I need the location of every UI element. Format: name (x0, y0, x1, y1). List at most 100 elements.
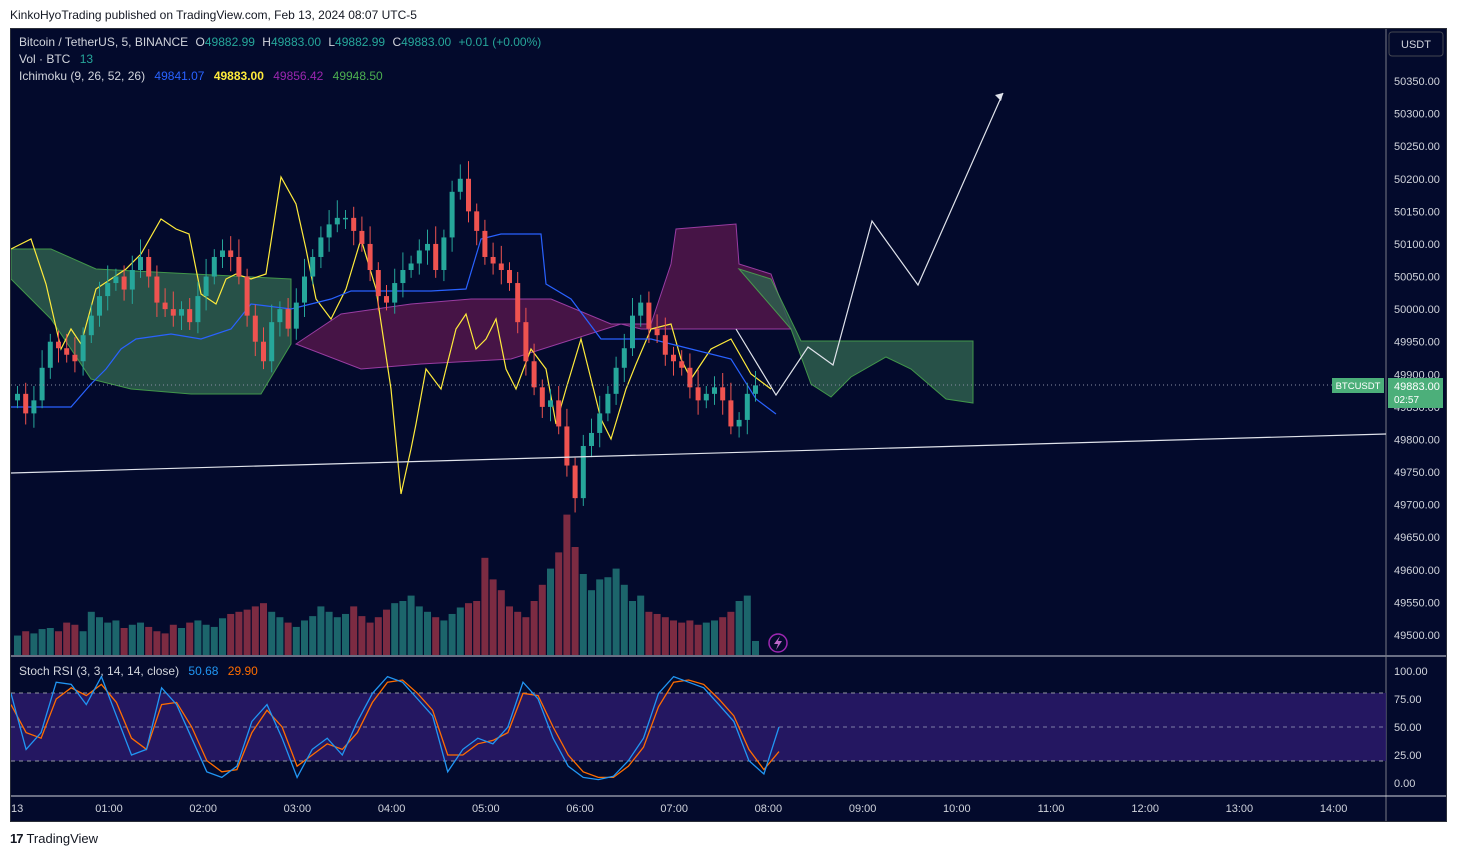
candle-body (425, 243, 430, 251)
candle-body (400, 270, 406, 284)
volume-bar (137, 622, 144, 655)
volume-bar (547, 568, 554, 655)
candle-body (507, 270, 512, 284)
time-tick-label: 08:00 (755, 803, 783, 815)
volume-bar (268, 611, 276, 655)
volume-bar (210, 626, 218, 655)
candle-body (687, 367, 693, 388)
currency-button[interactable] (1388, 31, 1444, 57)
legend-stoch-row[interactable]: Stoch RSI (3, 3, 14, 14, close) 50.68 29… (19, 664, 258, 678)
time-tick-label: 01:00 (95, 803, 123, 815)
candle-body (121, 276, 127, 290)
volume-bar (432, 617, 440, 655)
ichimoku-lines (11, 175, 777, 495)
legend-symbol-row[interactable]: Bitcoin / TetherUS, 5, BINANCE O49882.99… (19, 35, 541, 49)
stoch-tick-label: 100.00 (1394, 666, 1428, 678)
candle-body (523, 322, 529, 362)
candle-body (310, 256, 316, 277)
kijun-line (11, 175, 772, 495)
time-tick-label: 04:00 (378, 803, 406, 815)
stoch-tick-label: 75.00 (1394, 694, 1422, 706)
volume-bar (670, 620, 677, 655)
candle-body (695, 387, 701, 401)
candle-body (630, 315, 635, 349)
projection-path[interactable] (735, 92, 1004, 397)
candle-body (318, 237, 324, 257)
candle-body (753, 385, 758, 394)
candle-body (384, 296, 389, 303)
trendline[interactable] (11, 433, 1387, 474)
legend-symbol: Bitcoin / TetherUS, 5, BINANCE (19, 35, 188, 49)
candle-body (662, 335, 668, 355)
candle-body (605, 393, 611, 414)
volume-bar (514, 611, 522, 655)
volume-bar (301, 620, 308, 655)
volume-bar (325, 611, 333, 655)
time-tick-label: 13 (11, 803, 23, 815)
candle-body (47, 341, 53, 368)
volume-bar (169, 624, 177, 655)
volume-bar (350, 606, 358, 655)
time-tick-label: 05:00 (472, 803, 500, 815)
candle-body (654, 328, 660, 336)
candle-body (466, 178, 471, 212)
volume-bar (579, 574, 587, 655)
candle-body (302, 276, 307, 303)
volume-bar (120, 628, 128, 655)
time-axis[interactable]: 13 01:00 02:00 03:00 04:00 05:00 06:00 07:00 08:… (11, 803, 1347, 815)
candle-body (56, 341, 61, 349)
volume-bar (79, 631, 87, 655)
candle-body (646, 302, 652, 329)
candle-body (220, 250, 225, 257)
currency-label: USDT (1401, 39, 1431, 51)
volume-bar (456, 607, 464, 655)
candle-body (736, 419, 742, 427)
candle-body (449, 191, 455, 238)
chart-canvas[interactable]: Bitcoin / TetherUS, 5, BINANCE O49882.99… (11, 29, 1447, 822)
footer: 17 TradingView (10, 831, 98, 846)
volume-bar (727, 611, 735, 655)
volume-bar (96, 617, 103, 655)
volume-bar (538, 584, 546, 655)
volume-bar (465, 603, 472, 655)
candle-body (720, 387, 726, 401)
stoch-tick-label: 50.00 (1394, 722, 1422, 734)
volume-bar (424, 611, 431, 655)
volume-bar (260, 603, 267, 655)
legend-volume-row[interactable]: Vol · BTC 13 (19, 52, 93, 66)
price-tick-label: 49950.00 (1394, 337, 1440, 349)
volume-bar (202, 624, 210, 655)
candle-body (162, 302, 168, 310)
candle-body (728, 400, 734, 427)
volume-bar (161, 633, 169, 655)
candle-body (744, 393, 750, 420)
lightning-icon[interactable] (768, 633, 788, 653)
candle-body (97, 296, 102, 316)
volume-bar (22, 631, 30, 655)
price-tick-label: 50050.00 (1394, 272, 1440, 284)
last-price-label: 49883.00 (1394, 381, 1440, 393)
volume-bar (481, 557, 489, 655)
price-axis[interactable]: USDT 50350.00 50300.00 50250.00 50200.00 501… (1332, 31, 1444, 642)
volume-bar (645, 611, 653, 655)
candle-body (105, 283, 111, 297)
candle-body (15, 393, 20, 401)
price-tick-label: 49500.00 (1394, 630, 1440, 642)
candle-body (515, 283, 521, 323)
candle-body (146, 256, 152, 277)
price-tick-label: 49750.00 (1394, 467, 1440, 479)
price-tick-label: 50300.00 (1394, 109, 1440, 121)
stoch-rsi-pane[interactable] (11, 675, 1386, 781)
stoch-axis[interactable]: 100.00 75.00 50.00 25.00 0.00 (1394, 666, 1428, 790)
volume-bar (46, 628, 54, 655)
symbol-tag-label: BTCUSDT (1336, 381, 1381, 392)
candle-body (211, 256, 217, 277)
volume-bar (186, 622, 194, 655)
candle-body (572, 465, 578, 499)
volume-bar (440, 620, 448, 655)
volume-bar (588, 590, 595, 655)
chart-frame[interactable]: Bitcoin / TetherUS, 5, BINANCE O49882.99… (10, 28, 1447, 822)
volume-bar (55, 631, 62, 655)
volume-bar (128, 624, 136, 655)
legend-ichimoku-row[interactable]: Ichimoku (9, 26, 52, 26) 49841.07 49883.… (19, 69, 383, 83)
